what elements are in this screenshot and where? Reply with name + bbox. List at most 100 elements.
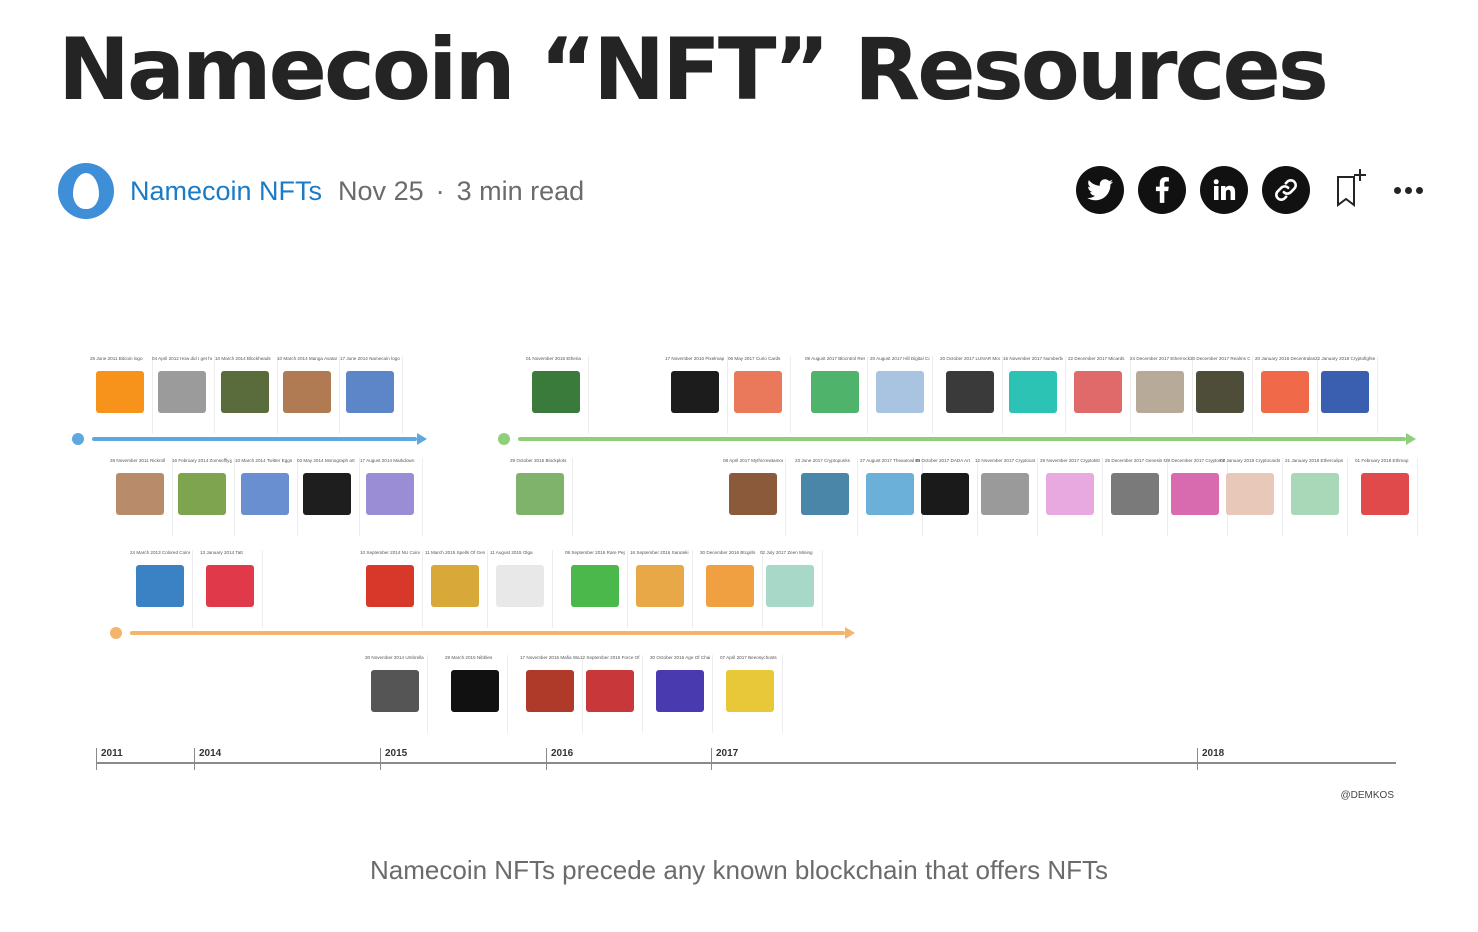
event-divider (1102, 458, 1103, 536)
linkedin-share-button[interactable] (1200, 166, 1248, 214)
timeline-event: 22 January 2018 Cryptofighters (1315, 356, 1375, 413)
event-divider (1167, 458, 1168, 536)
timeline-event: 30 October 2016 Age Of Chains (650, 655, 710, 712)
event-thumbnail (1111, 473, 1159, 515)
timeline-event: 09 September 2016 Rare Pepes (565, 550, 625, 607)
twitter-icon (1087, 179, 1113, 201)
event-date-label: 24 March 2013 Colored Coins (130, 550, 190, 555)
avatar[interactable] (58, 163, 114, 219)
namecoin-chain-icon (72, 433, 84, 445)
event-thumbnail (1009, 371, 1057, 413)
more-options-button[interactable] (1394, 186, 1423, 194)
link-icon (1275, 179, 1297, 201)
event-date-label: 07 January 2018 Cryptocards (1220, 458, 1280, 463)
timeline-event: 10 March 2014 Manga Avatars (277, 356, 337, 413)
event-divider (932, 356, 933, 434)
event-divider (262, 550, 263, 628)
event-divider (582, 655, 583, 733)
event-date-label: 08 April 2017 Mythicrewtamoerer (723, 458, 783, 463)
year-axis (96, 762, 1396, 764)
event-date-label: 20 January 2018 Decentraland (1255, 356, 1315, 361)
timeline-event: 10 September 2014 NU Coins (360, 550, 420, 607)
event-divider (214, 356, 215, 434)
event-date-label: 06 May 2017 Curio Cards (728, 356, 781, 361)
event-divider (402, 356, 403, 434)
bookmark-button[interactable] (1334, 167, 1368, 214)
event-divider (1347, 458, 1348, 536)
event-date-label: 01 February 2018 Ethmap (1355, 458, 1409, 463)
event-thumbnail (1171, 473, 1219, 515)
year-tick (546, 748, 547, 770)
timeline-event: 16 February 2014 Zomsoffly.jpg (172, 458, 232, 515)
event-divider (152, 356, 153, 434)
event-thumbnail (451, 670, 499, 712)
timeline-event: 13 January 2014 Tatt (200, 550, 260, 607)
event-divider (627, 550, 628, 628)
timeline-event: 12 September 2015 Force Of Will (580, 655, 640, 712)
event-date-label: 25 December 2017 Genesis Rocks (1105, 458, 1165, 463)
event-divider (1002, 356, 1003, 434)
event-thumbnail (346, 371, 394, 413)
event-date-label: 20 October 2017 LUNAR Moon Plots (940, 356, 1000, 361)
figure-credit: @DEMKOS (1340, 790, 1395, 801)
event-divider (172, 458, 173, 536)
event-thumbnail (283, 371, 331, 413)
event-divider (1417, 458, 1418, 536)
timeline-event: 28 November 2011 Rickroll (110, 458, 170, 515)
timeline-event: 01 February 2018 Ethmap (1355, 458, 1415, 515)
event-thumbnail (706, 565, 754, 607)
egg-avatar-icon (73, 173, 99, 209)
timeline-event: 29 December 2017 Cryptomons (1165, 458, 1225, 515)
event-date-label: 30 December 2017 Realms Of Ether (1190, 356, 1250, 361)
event-thumbnail (876, 371, 924, 413)
event-thumbnail (1261, 371, 1309, 413)
event-date-label: 22 December 2017 Micards (1068, 356, 1125, 361)
twitter-share-button[interactable] (1076, 166, 1124, 214)
event-date-label: 29 December 2017 Cryptomons (1165, 458, 1225, 463)
event-divider (427, 655, 428, 733)
event-date-label: 22 January 2018 Cryptofighters (1315, 356, 1375, 361)
timeline-event: 07 April 2017 Beeosychosts (720, 655, 780, 712)
event-date-label: 20 August 2017 Hill Digital Coins (870, 356, 930, 361)
year-tick (380, 748, 381, 770)
event-thumbnail (571, 565, 619, 607)
timeline-event: 25 December 2017 Genesis Rocks (1105, 458, 1165, 515)
event-thumbnail (734, 371, 782, 413)
event-date-label: 10 March 2014 Blockheads (215, 356, 271, 361)
timeline-event: 21 January 2018 Etherculips (1285, 458, 1345, 515)
event-date-label: 23 June 2017 Cryptopunks (795, 458, 850, 463)
event-thumbnail (981, 473, 1029, 515)
facebook-share-button[interactable] (1138, 166, 1186, 214)
event-date-label: 09 September 2016 Rare Pepes (565, 550, 625, 555)
timeline-event: 16 November 2017 Numberboard (1003, 356, 1063, 413)
event-thumbnail (766, 565, 814, 607)
timeline-event: 03 May 2014 Monograph art (297, 458, 357, 515)
event-divider (1282, 458, 1283, 536)
event-date-label: 11 March 2015 Spells Of Genesis (425, 550, 485, 555)
event-date-label: 10 March 2014 Manga Avatars (277, 356, 337, 361)
event-divider (692, 550, 693, 628)
timeline-event: 11 March 2015 Spells Of Genesis (425, 550, 485, 607)
year-label: 2018 (1202, 748, 1225, 759)
share-bar (1062, 166, 1423, 214)
chain-timeline-line (130, 631, 845, 635)
author-link[interactable]: Namecoin NFTs (130, 175, 323, 206)
timeline-event: 12 November 2017 Cryptocats (975, 458, 1035, 515)
event-divider (727, 356, 728, 434)
separator-dot: · (435, 175, 445, 206)
event-date-label: 25 June 2011 Bitcoin logo (90, 356, 143, 361)
timeline-event: 07 January 2018 Cryptocards (1220, 458, 1280, 515)
event-date-label: 12 November 2017 Cryptocats (975, 458, 1035, 463)
event-thumbnail (1226, 473, 1274, 515)
event-date-label: 13 January 2014 Tatt (200, 550, 243, 555)
copy-link-button[interactable] (1262, 166, 1310, 214)
event-divider (712, 655, 713, 733)
arrow-head-icon (1406, 433, 1416, 445)
year-label: 2015 (385, 748, 408, 759)
chain-timeline-line (518, 437, 1406, 441)
event-date-label: 09 August 2017 Blocntrol Rescue (805, 356, 865, 361)
year-label: 2011 (101, 748, 123, 759)
year-tick (194, 748, 195, 770)
event-thumbnail (671, 371, 719, 413)
article-title: Namecoin “NFT” Resources (58, 20, 1329, 120)
